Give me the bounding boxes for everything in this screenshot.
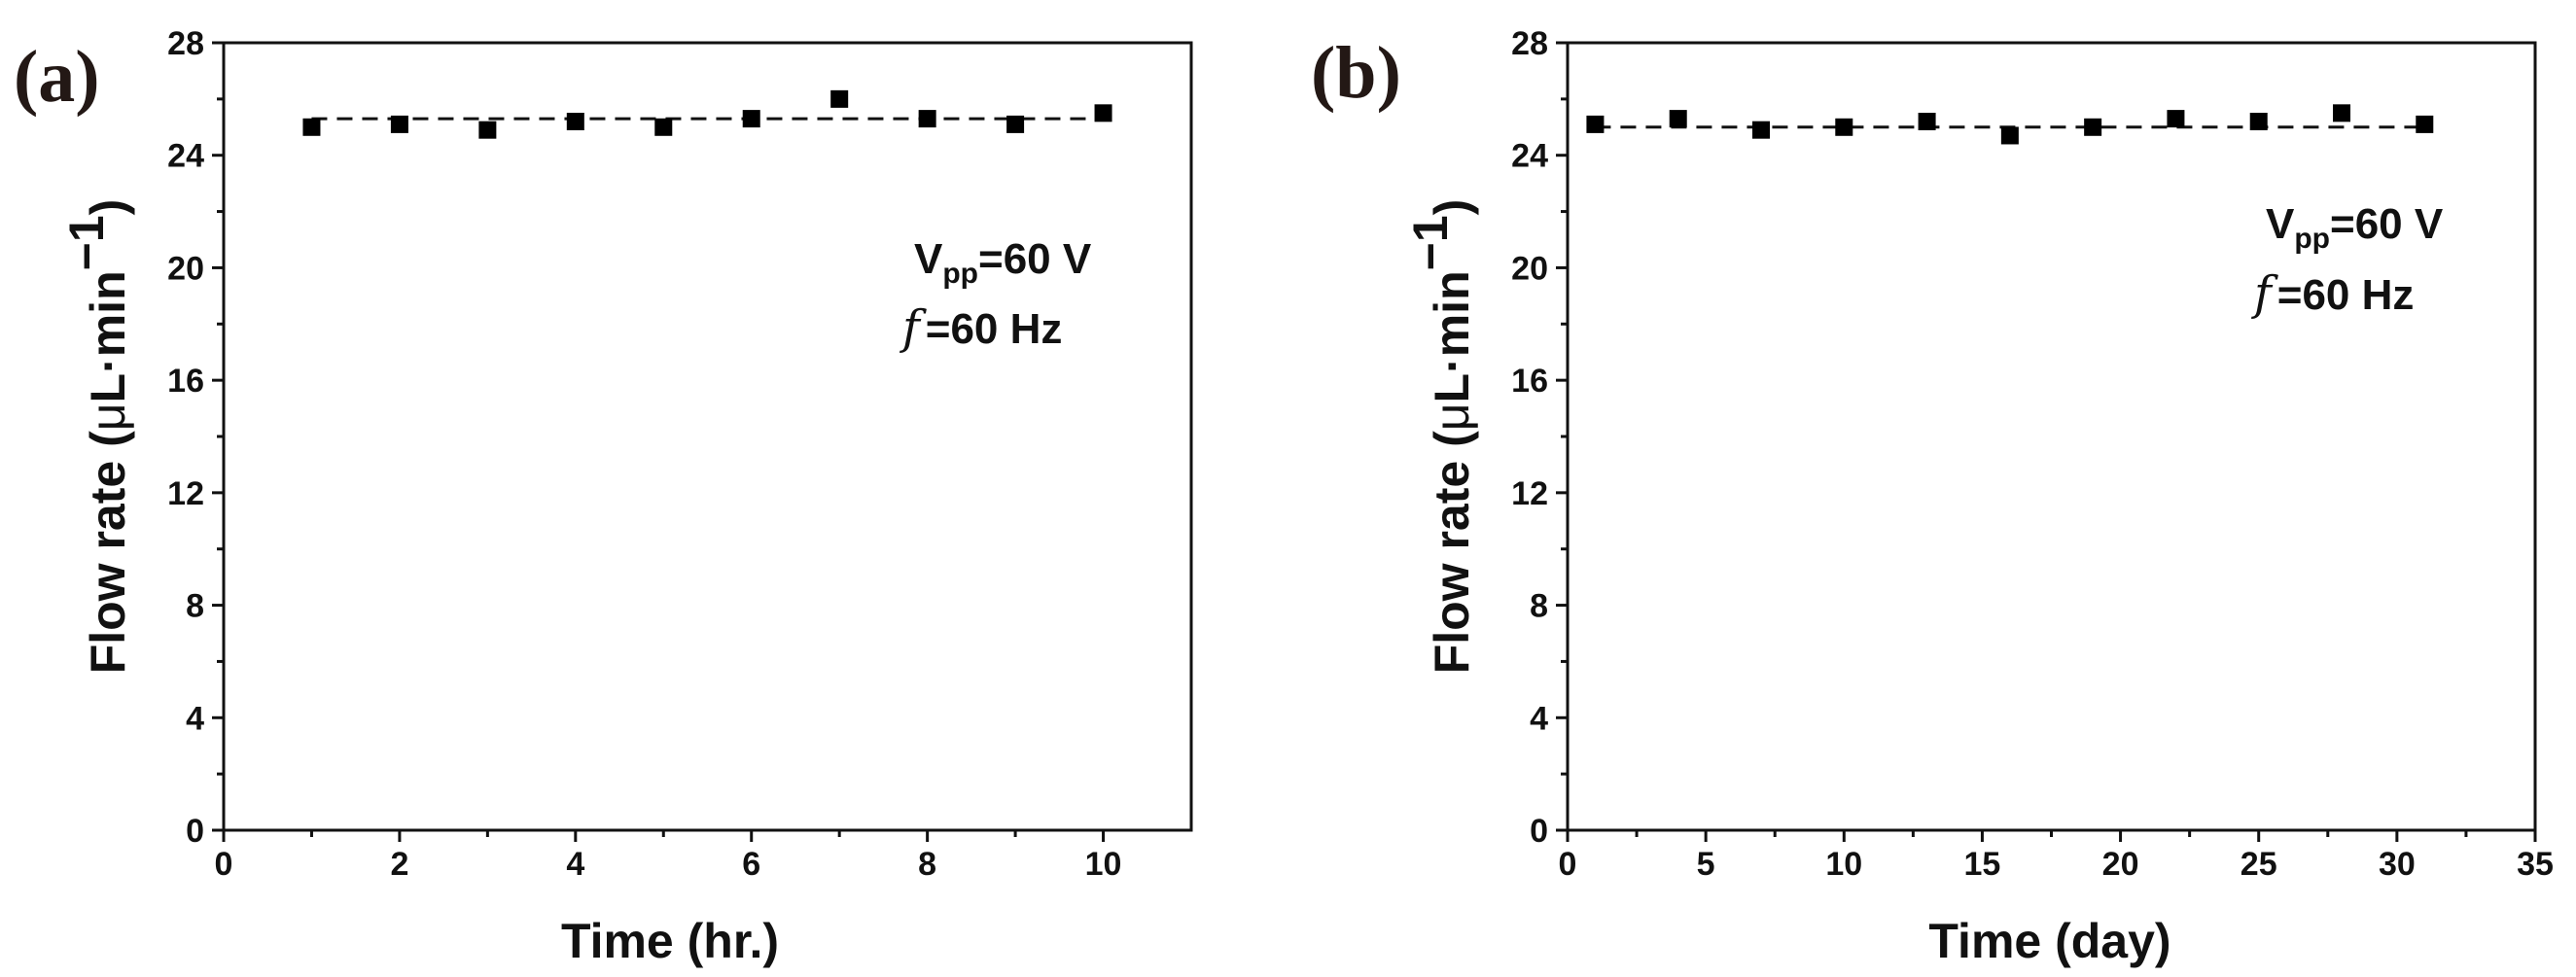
panel-a-y-tick-label: 24	[167, 138, 204, 175]
panel-b-ylabel-prefix: Flow rate (	[1425, 431, 1479, 674]
panel-a-x-tick-label: 8	[918, 846, 936, 883]
panel-b-y-tick-label: 24	[1511, 138, 1548, 175]
panel-a-v-value: =60 V	[978, 235, 1092, 283]
panel-b-frequency-annotation: f =60 Hz	[2251, 266, 2414, 321]
panel-a-data-point	[742, 110, 760, 128]
panel-b-y-axis-title: Flow rate (μL·min−1)	[1403, 199, 1479, 675]
panel-b-ylabel-unit: L·min	[1425, 270, 1479, 402]
panel-b-data-point	[2084, 118, 2102, 136]
panel-b-y-ticks: 0 4 8 12 16 20 24 28	[1511, 25, 1568, 850]
panel-b-data-points	[1586, 104, 2434, 145]
panel-a-data-point	[478, 121, 497, 139]
panel-a-data-point	[1006, 115, 1025, 133]
panel-b: (b) 0 5 10 15 20 25 30 35 0 4 8 12 16 20 24 28 Time (d…	[1311, 25, 2554, 968]
panel-b-x-tick-label: 15	[1964, 846, 2001, 883]
panel-a-y-tick-label: 20	[167, 250, 204, 287]
panel-b-data-point	[1752, 121, 1770, 139]
panel-a-ylabel-unit: L·min	[81, 270, 135, 402]
panel-a-frequency-annotation: f =60 Hz	[900, 300, 1062, 355]
panel-b-label: (b)	[1311, 32, 1401, 114]
panel-b-data-point	[1918, 113, 1936, 130]
panel-b-x-tick-label: 25	[2241, 846, 2277, 883]
panel-a-data-point	[654, 118, 673, 136]
panel-a-ylabel-sup: −1	[59, 215, 114, 270]
panel-a-y-tick-label: 28	[167, 25, 204, 62]
panel-b-y-tick-label: 4	[1530, 700, 1548, 737]
panel-b-ylabel-sup: −1	[1403, 215, 1458, 270]
panel-b-data-point	[1835, 118, 1853, 136]
panel-a-data-point	[302, 118, 321, 136]
panel-b-y-tick-label: 12	[1511, 475, 1548, 512]
panel-a-v-main: V	[914, 235, 943, 283]
panel-b-v-main: V	[2266, 200, 2295, 248]
panel-a-ylabel-suffix: )	[81, 199, 135, 216]
panel-a-y-axis-title: Flow rate (μL·min−1)	[59, 199, 135, 675]
panel-a-x-tick-label: 0	[215, 846, 233, 883]
panel-a-y-ticks: 0 4 8 12 16 20 24 28	[167, 25, 224, 850]
panel-b-data-point	[1586, 115, 1605, 133]
panel-b-voltage-annotation: Vpp=60 V	[2266, 200, 2444, 255]
panel-a-y-tick-label: 8	[186, 588, 204, 625]
panel-b-data-point	[2416, 115, 2434, 133]
panel-b-ylabel-suffix: )	[1425, 199, 1479, 216]
panel-a-data-points	[302, 89, 1112, 139]
panel-b-y-tick-label: 20	[1511, 250, 1548, 287]
panel-a-y-tick-label: 16	[167, 363, 204, 400]
panel-a-f-symbol: f	[900, 300, 927, 355]
panel-b-plot-frame	[1566, 41, 2537, 832]
panel-b-x-tick-label: 0	[1559, 846, 1577, 883]
panel-a-data-point	[1094, 104, 1112, 122]
panel-a-x-ticks: 0 2 4 6 8 10	[215, 830, 1122, 883]
panel-a-x-tick-label: 4	[566, 846, 584, 883]
panel-a-x-axis-title: Time (hr.)	[561, 914, 779, 968]
panel-b-data-point	[2000, 126, 2019, 145]
panel-a-x-tick-label: 2	[390, 846, 408, 883]
panel-b-x-tick-label: 35	[2517, 846, 2554, 883]
panel-b-data-point	[2333, 104, 2350, 122]
panel-b-y-tick-label: 16	[1511, 363, 1548, 400]
panel-b-ylabel-mu: μ	[1425, 402, 1479, 431]
panel-b-x-tick-label: 20	[2102, 846, 2139, 883]
panel-a-y-tick-label: 4	[186, 700, 204, 737]
panel-b-f-symbol: f	[2251, 266, 2278, 321]
panel-b-data-point	[2249, 113, 2268, 130]
panel-a-voltage-annotation: Vpp=60 V	[914, 235, 1092, 290]
panel-b-data-point	[1669, 110, 1687, 128]
panel-b-x-tick-label: 5	[1697, 846, 1715, 883]
panel-b-x-tick-label: 30	[2379, 846, 2416, 883]
panel-b-x-axis-title: Time (day)	[1928, 914, 2170, 968]
panel-a-y-tick-label: 12	[167, 475, 204, 512]
panel-b-x-tick-label: 10	[1825, 846, 1862, 883]
panel-a-x-tick-label: 6	[742, 846, 760, 883]
panel-a-v-sub: pp	[942, 258, 978, 290]
panel-a-data-point	[918, 110, 936, 128]
panel-b-y-tick-label: 0	[1530, 813, 1548, 850]
panel-a-ylabel-prefix: Flow rate (	[81, 431, 135, 674]
panel-a-data-point	[566, 113, 584, 130]
panel-b-v-value: =60 V	[2330, 200, 2444, 248]
panel-b-y-tick-label: 8	[1530, 588, 1548, 625]
panel-a-x-tick-label: 10	[1085, 846, 1122, 883]
panel-a-ylabel-mu: μ	[81, 402, 135, 431]
panel-b-f-value: =60 Hz	[2277, 271, 2415, 319]
panel-b-x-ticks: 0 5 10 15 20 25 30 35	[1559, 830, 2554, 883]
panel-b-y-tick-label: 28	[1511, 25, 1548, 62]
panel-a-label: (a)	[14, 36, 100, 118]
panel-a-y-tick-label: 0	[186, 813, 204, 850]
panel-b-v-sub: pp	[2294, 223, 2330, 255]
panel-a-f-value: =60 Hz	[926, 305, 1063, 353]
panel-a-data-point	[830, 89, 849, 108]
panel-b-data-point	[2167, 110, 2185, 128]
panel-a-data-point	[390, 115, 408, 133]
panel-a-plot-frame	[222, 41, 1193, 832]
